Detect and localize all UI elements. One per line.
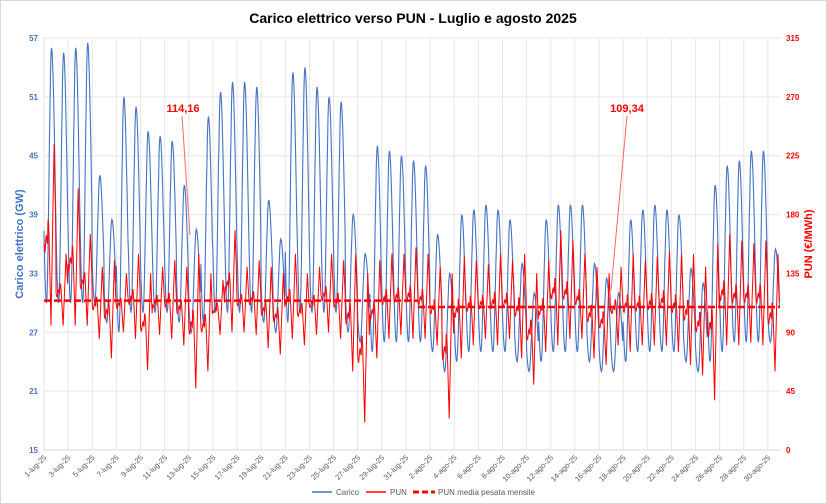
legend-label-pun-media: PUN media pesata mensile [438,488,535,497]
y-axis-left-label: Carico elettrico (GW) [14,189,26,299]
annotation-agosto: 109,34 [610,103,645,115]
y-left-tick-label: 15 [29,446,38,455]
y-left-tick-label: 21 [29,387,38,396]
legend-label-pun: PUN [390,488,407,497]
y-right-tick-label: 90 [786,328,795,337]
y-right-tick-label: 45 [786,387,795,396]
y-axis-right: 0 45 90 135 180 225 270 315 [786,34,800,455]
y-left-tick-label: 51 [29,93,38,102]
y-left-tick-label: 57 [29,34,38,43]
y-axis-right-label: PUN (€/MWh) [803,209,815,278]
y-left-tick-label: 33 [29,269,38,278]
y-right-tick-label: 315 [786,34,800,43]
annotation-luglio: 114,16 [166,103,199,115]
y-right-tick-label: 270 [786,93,800,102]
y-right-tick-label: 225 [786,152,800,161]
annotation-leader-luglio [181,115,191,236]
series-line-carico [43,42,781,374]
series-group [43,42,781,423]
y-right-tick-label: 0 [786,446,791,455]
y-right-tick-label: 180 [786,211,800,220]
y-left-tick-label: 27 [29,328,38,337]
legend-label-carico: Carico [336,488,360,497]
y-left-tick-label: 39 [29,211,38,220]
y-right-tick-label: 135 [786,269,800,278]
y-left-tick-label: 45 [29,152,38,161]
annotation-leader-agosto [610,115,628,291]
y-axis-left: 15 21 27 33 39 45 51 57 [29,34,38,455]
legend: Carico PUN PUN media pesata mensile [312,488,535,497]
chart-title: Carico elettrico verso PUN - Luglio e ag… [249,10,577,26]
